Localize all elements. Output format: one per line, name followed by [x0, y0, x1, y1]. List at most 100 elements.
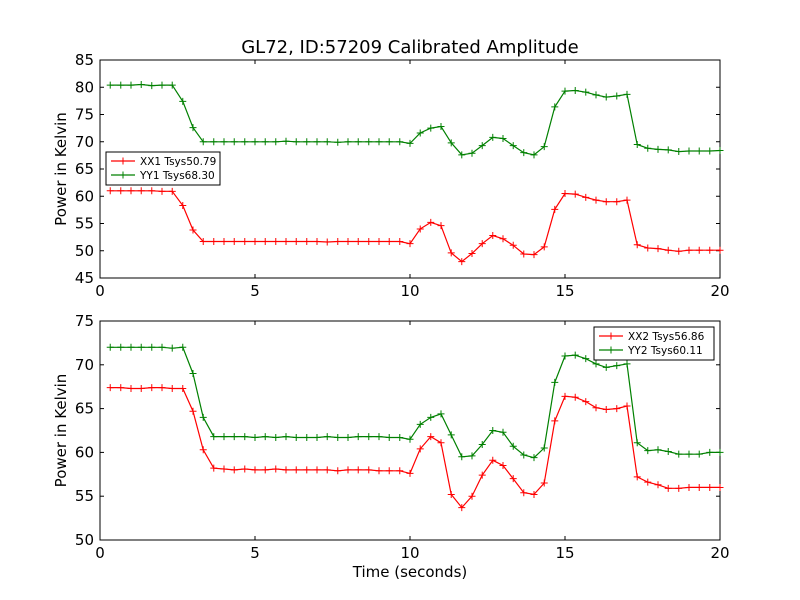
data-point	[478, 240, 486, 248]
data-point	[716, 146, 724, 154]
data-point	[685, 246, 693, 254]
data-point	[354, 237, 362, 245]
data-point	[189, 226, 197, 234]
legend-box	[593, 326, 715, 361]
x-tick-label: 10	[400, 544, 419, 562]
data-point	[158, 343, 166, 351]
data-point	[334, 467, 342, 475]
data-point	[499, 134, 507, 142]
data-point	[106, 343, 114, 351]
data-point	[416, 420, 424, 428]
data-point	[179, 97, 187, 105]
y-tick-label: 75	[75, 312, 94, 330]
legend: XX2 Tsys56.86 YY2 Tsys60.11	[593, 326, 715, 361]
data-point	[633, 473, 641, 481]
data-point	[210, 433, 218, 441]
data-point	[540, 444, 548, 452]
data-point	[499, 462, 507, 470]
data-point	[489, 456, 497, 464]
data-point	[313, 138, 321, 146]
data-point	[478, 142, 486, 150]
data-point	[675, 484, 683, 492]
data-point	[706, 147, 714, 155]
data-point	[530, 454, 538, 462]
legend-label: XX2 Tsys56.86	[628, 331, 705, 343]
data-point	[282, 237, 290, 245]
data-point	[551, 378, 559, 386]
data-point	[179, 384, 187, 392]
data-point	[168, 81, 176, 89]
data-point	[602, 93, 610, 101]
legend-marker	[607, 332, 615, 340]
data-point	[272, 237, 280, 245]
data-point	[354, 466, 362, 474]
data-point	[127, 187, 135, 195]
data-point	[261, 138, 269, 146]
data-point	[695, 483, 703, 491]
data-point	[385, 138, 393, 146]
data-point	[685, 483, 693, 491]
data-point	[582, 355, 590, 363]
data-point	[272, 465, 280, 473]
data-point	[117, 81, 125, 89]
data-point	[695, 246, 703, 254]
data-point	[427, 433, 435, 441]
data-point	[706, 448, 714, 456]
data-point	[199, 237, 207, 245]
data-point	[230, 237, 238, 245]
data-point	[313, 434, 321, 442]
data-point	[458, 504, 466, 512]
data-point	[168, 187, 176, 195]
data-point	[633, 241, 641, 249]
data-point	[282, 137, 290, 145]
data-point	[664, 146, 672, 154]
data-point	[313, 466, 321, 474]
data-point	[137, 81, 145, 89]
data-point	[313, 237, 321, 245]
data-point	[261, 433, 269, 441]
data-point	[664, 246, 672, 254]
data-point	[592, 196, 600, 204]
data-point	[551, 205, 559, 213]
data-point	[106, 187, 114, 195]
x-tick-label: 0	[95, 544, 105, 562]
data-point	[530, 490, 538, 498]
data-point	[303, 237, 311, 245]
data-point	[365, 237, 373, 245]
data-point	[117, 187, 125, 195]
series-0	[106, 384, 724, 512]
data-point	[530, 251, 538, 259]
data-point	[613, 92, 621, 100]
data-point	[179, 202, 187, 210]
data-point	[292, 434, 300, 442]
data-point	[137, 343, 145, 351]
data-point	[489, 133, 497, 141]
data-point	[241, 237, 249, 245]
data-point	[468, 249, 476, 257]
data-point	[210, 237, 218, 245]
data-point	[437, 410, 445, 418]
data-point	[685, 450, 693, 458]
data-point	[230, 466, 238, 474]
data-point	[189, 407, 197, 415]
data-point	[623, 360, 631, 368]
data-point	[499, 235, 507, 243]
legend-marker	[119, 157, 127, 165]
data-point	[633, 140, 641, 148]
data-point	[613, 198, 621, 206]
data-point	[520, 149, 528, 157]
data-point	[220, 237, 228, 245]
y-tick-label: 75	[75, 106, 94, 124]
data-point	[447, 490, 455, 498]
data-point	[447, 431, 455, 439]
data-point	[654, 481, 662, 489]
data-point	[323, 238, 331, 246]
data-point	[396, 434, 404, 442]
data-point	[117, 343, 125, 351]
bottom-panel: 0 5 10 15 20 50 55 60 65 70 75 Power in Kelvin Time …	[52, 312, 730, 581]
legend-marker	[607, 346, 615, 354]
data-point	[365, 466, 373, 474]
data-point	[416, 129, 424, 137]
data-point	[210, 138, 218, 146]
x-tick-label: 20	[710, 544, 729, 562]
